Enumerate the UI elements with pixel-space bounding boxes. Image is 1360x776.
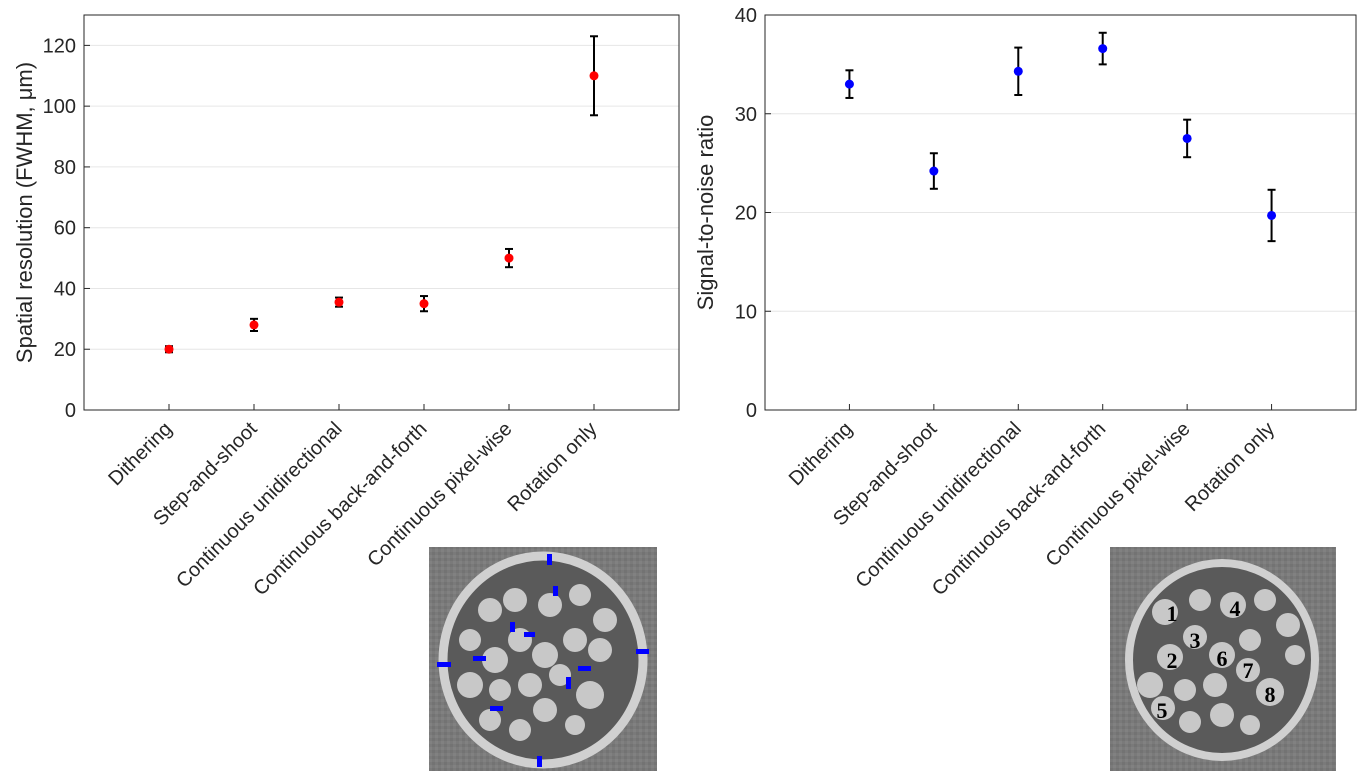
page: 12345678 020406080100120DitheringStep-an… (0, 0, 1360, 776)
data-point (845, 80, 854, 89)
y-tick-label: 120 (43, 35, 76, 57)
data-point (505, 254, 514, 263)
y-tick-label: 10 (735, 301, 757, 323)
y-tick-label: 80 (54, 157, 76, 179)
x-tick-label: Continuous unidirectional (851, 418, 1025, 592)
data-point (929, 167, 938, 176)
data-point (250, 320, 259, 329)
x-tick-label: Dithering (104, 418, 176, 490)
data-point (335, 298, 344, 307)
x-tick-label: Rotation only (1181, 418, 1279, 516)
x-tick-label: Continuous back-and-forth (249, 418, 431, 600)
data-point (165, 345, 174, 354)
y-tick-label: 40 (54, 278, 76, 300)
y-tick-label: 20 (735, 203, 757, 225)
y-tick-label: 20 (54, 339, 76, 361)
x-tick-label: Dithering (785, 418, 857, 490)
data-point (1183, 134, 1192, 143)
y-tick-label: 0 (65, 400, 76, 422)
x-tick-label: Continuous unidirectional (172, 418, 346, 592)
inset-label: 4 (1230, 596, 1241, 621)
inset-label: 5 (1157, 698, 1168, 723)
y-tick-label: 0 (746, 400, 757, 422)
y-tick-label: 30 (735, 104, 757, 126)
inset-label: 3 (1190, 628, 1201, 653)
y-tick-label: 60 (54, 218, 76, 240)
y-axis-label: Spatial resolution (FWHM, μm) (12, 62, 37, 363)
inset-label: 2 (1167, 648, 1178, 673)
data-point (1098, 44, 1107, 53)
y-tick-label: 100 (43, 96, 76, 118)
inset-label: 1 (1167, 601, 1178, 626)
x-tick-label: Rotation only (503, 418, 601, 516)
axes-box (84, 15, 679, 410)
inset-label: 6 (1217, 646, 1228, 671)
data-point (1014, 67, 1023, 76)
figure: 12345678 020406080100120DitheringStep-an… (0, 0, 1360, 771)
inset-label: 7 (1243, 658, 1254, 683)
data-point (590, 71, 599, 80)
x-tick-label: Continuous back-and-forth (928, 418, 1110, 600)
inset-label: 8 (1265, 682, 1276, 707)
inset-image-1 (429, 547, 657, 771)
y-axis-label: Signal-to-noise ratio (693, 115, 718, 311)
data-point (1267, 211, 1276, 220)
y-tick-label: 40 (735, 5, 757, 27)
data-point (420, 299, 429, 308)
